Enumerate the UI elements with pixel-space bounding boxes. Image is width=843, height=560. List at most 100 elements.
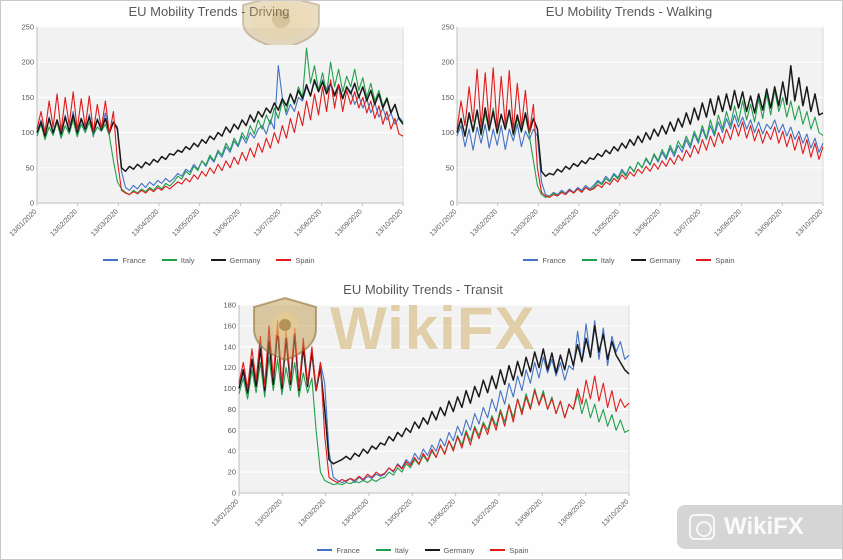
plot-svg: 0 50 100 150 200 250 13/01/2020 13/02/2020 13/03… [9,23,405,239]
series-line-spain [456,67,824,198]
series-line-germany [456,64,824,177]
y-tick-label: 100 [223,384,236,393]
chart-card-transit: EU Mobility Trends - Transit 0 20 40 60 80 10… [209,281,637,557]
legend-label: France [542,255,566,265]
x-tick-label: 13/08/2020 [514,498,544,528]
legend-label: Germany [229,255,261,265]
x-tick-label: 13/05/2020 [171,208,201,238]
legend-item-spain[interactable]: Spain [276,255,315,265]
legend-label: Germany [443,545,475,555]
chart-legend-driving: France Italy Germany Spain [7,253,411,267]
y-tick-label: 100 [21,128,34,137]
legend-swatch [317,549,333,551]
legend-label: Spain [295,255,315,265]
legend-swatch [276,259,292,261]
legend-swatch [103,259,119,261]
y-tick-label: 40 [228,447,236,456]
legend-swatch [210,259,226,261]
x-tick-label: 13/09/2020 [754,208,784,238]
legend-label: Italy [600,255,615,265]
y-tick-label: 160 [223,321,236,330]
y-tick-label: 80 [228,405,236,414]
y-tick-label: 0 [30,199,34,208]
chart-card-driving: EU Mobility Trends - Driving 0 50 100 150 20… [7,3,411,267]
watermark-badge-text: WikiFX [724,513,804,540]
legend-item-spain[interactable]: Spain [696,255,735,265]
plot-svg: 0 20 40 60 80 100 120 140 160 180 13/01/2020 13/02/… [211,301,631,529]
legend-item-italy[interactable]: Italy [161,255,195,265]
chart-card-walking: EU Mobility Trends - Walking 0 50 100 150 20… [427,3,831,267]
y-tick-label: 0 [232,489,236,498]
x-tick-label: 13/07/2020 [253,208,283,238]
x-tick-label: 13/05/2020 [384,498,414,528]
legend-label: France [336,545,360,555]
legend-label: Italy [394,545,409,555]
y-tick-label: 0 [450,199,454,208]
legend-swatch [581,259,597,261]
legend-swatch [424,549,440,551]
legend-label: Germany [649,255,681,265]
x-tick-label: 13/07/2020 [471,498,501,528]
x-tick-label: 13/04/2020 [551,208,581,238]
chart-plot-transit: 0 20 40 60 80 100 120 140 160 180 13/01/2020 13/02/… [209,299,637,543]
legend-item-germany[interactable]: Germany [630,255,681,265]
watermark-badge-icon [689,514,715,540]
x-tick-label: 13/10/2020 [601,498,631,528]
series-line-italy [456,89,824,198]
x-tick-label: 13/08/2020 [293,208,323,238]
x-tick-label: 13/03/2020 [297,498,327,528]
legend-item-italy[interactable]: Italy [375,545,409,555]
legend-label: Italy [180,255,195,265]
y-tick-label: 200 [21,58,34,67]
chart-plot-walking: 0 50 100 150 200 250 13/01/2020 13/02/2020 13/03… [427,21,831,253]
chart-plot-driving: 0 50 100 150 200 250 13/01/2020 13/02/2020 13/03… [7,21,411,253]
y-tick-label: 200 [441,58,454,67]
y-tick-label: 50 [446,163,454,172]
x-tick-label: 13/09/2020 [334,208,364,238]
x-tick-label: 13/06/2020 [632,208,662,238]
legend-item-france[interactable]: France [523,255,566,265]
x-tick-label: 13/02/2020 [469,208,499,238]
x-tick-label: 13/06/2020 [427,498,457,528]
legend-item-france[interactable]: France [103,255,146,265]
chart-title-driving: EU Mobility Trends - Driving [128,4,290,19]
x-tick-label: 13/09/2020 [557,498,587,528]
legend-item-france[interactable]: France [317,545,360,555]
series-line-spain [36,79,404,196]
x-tick-label: 13/10/2020 [375,208,405,238]
x-tick-label: 13/07/2020 [673,208,703,238]
x-tick-label: 13/02/2020 [254,498,284,528]
x-tick-label: 13/04/2020 [341,498,371,528]
y-tick-label: 20 [228,468,236,477]
legend-swatch [375,549,391,551]
legend-swatch [523,259,539,261]
watermark-badge: WikiFX [677,505,842,549]
chart-legend-walking: France Italy Germany Spain [427,253,831,267]
x-tick-label: 13/10/2020 [795,208,825,238]
legend-label: Spain [715,255,735,265]
legend-swatch [490,549,506,551]
series-line-italy [36,47,404,196]
legend-item-italy[interactable]: Italy [581,255,615,265]
chart-legend-transit: France Italy Germany Spain [209,543,637,557]
chart-title-transit: EU Mobility Trends - Transit [343,282,503,297]
legend-item-germany[interactable]: Germany [210,255,261,265]
y-tick-label: 150 [21,93,34,102]
legend-swatch [696,259,712,261]
x-tick-label: 13/01/2020 [9,208,39,238]
y-tick-label: 50 [26,163,34,172]
legend-item-germany[interactable]: Germany [424,545,475,555]
y-tick-label: 120 [223,363,236,372]
legend-item-spain[interactable]: Spain [490,546,529,555]
x-tick-label: 13/01/2020 [211,498,241,528]
x-tick-label: 13/06/2020 [212,208,242,238]
x-tick-label: 13/05/2020 [591,208,621,238]
y-tick-label: 180 [223,301,236,310]
x-tick-label: 13/04/2020 [131,208,161,238]
x-tick-label: 13/03/2020 [90,208,120,238]
x-tick-label: 13/03/2020 [510,208,540,238]
y-tick-label: 250 [21,23,34,32]
y-tick-label: 100 [441,128,454,137]
legend-label: France [122,255,146,265]
